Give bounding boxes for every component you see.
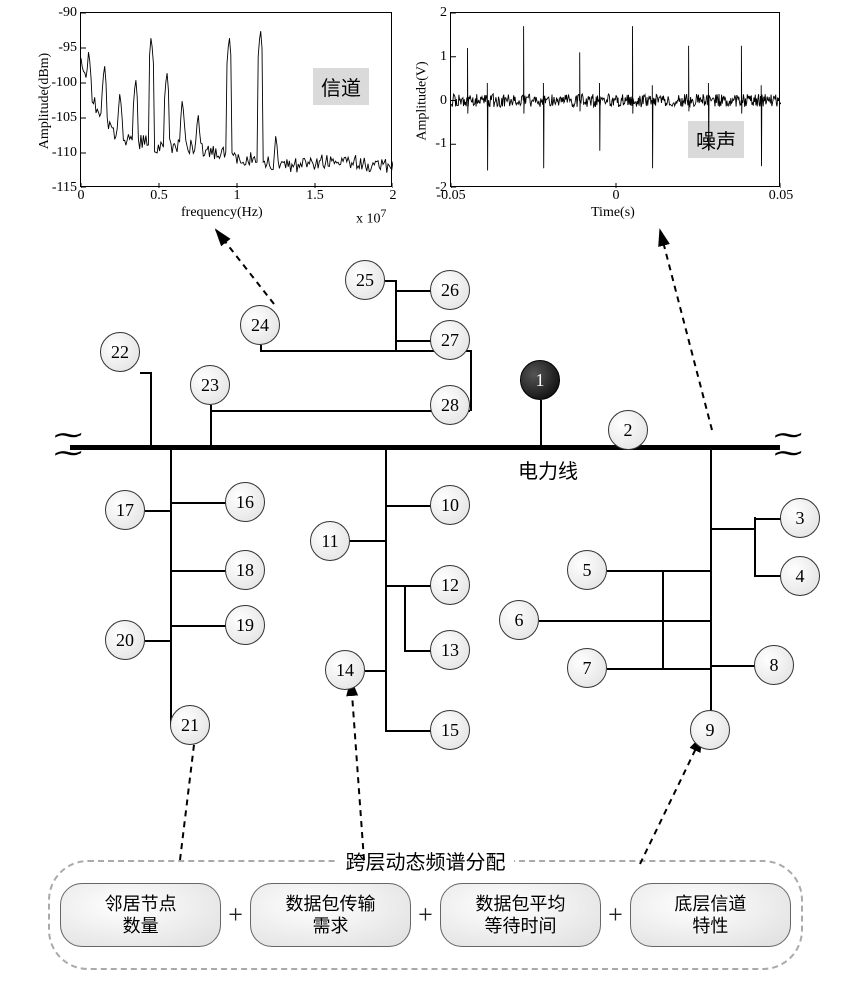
right-chart-plot (451, 13, 781, 188)
plus-icon: + (416, 900, 435, 930)
spectrum-allocation-group: 跨层动态频谱分配 邻居节点 数量 + 数据包传输 需求 + 数据包平均 等待时间… (48, 860, 803, 970)
left-chart-plot (81, 13, 393, 188)
right-chart-xlabel: Time(s) (591, 205, 635, 221)
node-25: 25 (345, 260, 385, 300)
node-14: 14 (325, 650, 365, 690)
node-16: 16 (225, 482, 265, 522)
channel-spectrum-chart: Amplitude(dBm) frequency(Hz) x 107 信道 -1… (80, 12, 392, 187)
node-24: 24 (240, 305, 280, 345)
node-8: 8 (754, 645, 794, 685)
break-right2: ⁓ (772, 436, 800, 470)
node-20: 20 (105, 620, 145, 660)
node-17: 17 (105, 490, 145, 530)
node-9: 9 (690, 710, 730, 750)
node-5: 5 (567, 550, 607, 590)
pill-avg-wait: 数据包平均 等待时间 (440, 883, 601, 947)
pill-packet-demand: 数据包传输 需求 (250, 883, 411, 947)
node-11: 11 (310, 521, 350, 561)
node-19: 19 (225, 605, 265, 645)
node-7: 7 (567, 648, 607, 688)
left-chart-xlabel: frequency(Hz) (181, 205, 263, 221)
node-6: 6 (499, 600, 539, 640)
left-chart-exp: x 107 (356, 207, 386, 228)
noise-time-chart: Amplitude(V) Time(s) 噪声 -2-1012-0.0500.0… (450, 12, 780, 187)
node-3: 3 (780, 498, 820, 538)
power-line (70, 445, 780, 450)
pill-channel-char: 底层信道 特性 (630, 883, 791, 947)
node-27: 27 (430, 320, 470, 360)
node-13: 13 (430, 630, 470, 670)
node-12: 12 (430, 565, 470, 605)
break-left2: ⁓ (52, 436, 80, 470)
pill-neighbor-count: 邻居节点 数量 (60, 883, 221, 947)
node-28: 28 (430, 385, 470, 425)
network-diagram: ⁓ ⁓ ⁓ ⁓ 电力线 (0, 260, 849, 760)
right-chart-ylabel: Amplitude(V) (415, 61, 431, 140)
node-10: 10 (430, 485, 470, 525)
node-22: 22 (100, 332, 140, 372)
node-4: 4 (780, 556, 820, 596)
node-23: 23 (190, 365, 230, 405)
node-21: 21 (170, 705, 210, 745)
node-18: 18 (225, 550, 265, 590)
node-15: 15 (430, 710, 470, 750)
node-26: 26 (430, 270, 470, 310)
left-chart-ylabel: Amplitude(dBm) (37, 53, 53, 149)
node-1: 1 (520, 360, 560, 400)
plus-icon: + (606, 900, 625, 930)
power-line-label: 电力线 (518, 455, 578, 484)
node-2: 2 (608, 410, 648, 450)
bottom-title: 跨层动态频谱分配 (338, 846, 514, 875)
plus-icon: + (226, 900, 245, 930)
